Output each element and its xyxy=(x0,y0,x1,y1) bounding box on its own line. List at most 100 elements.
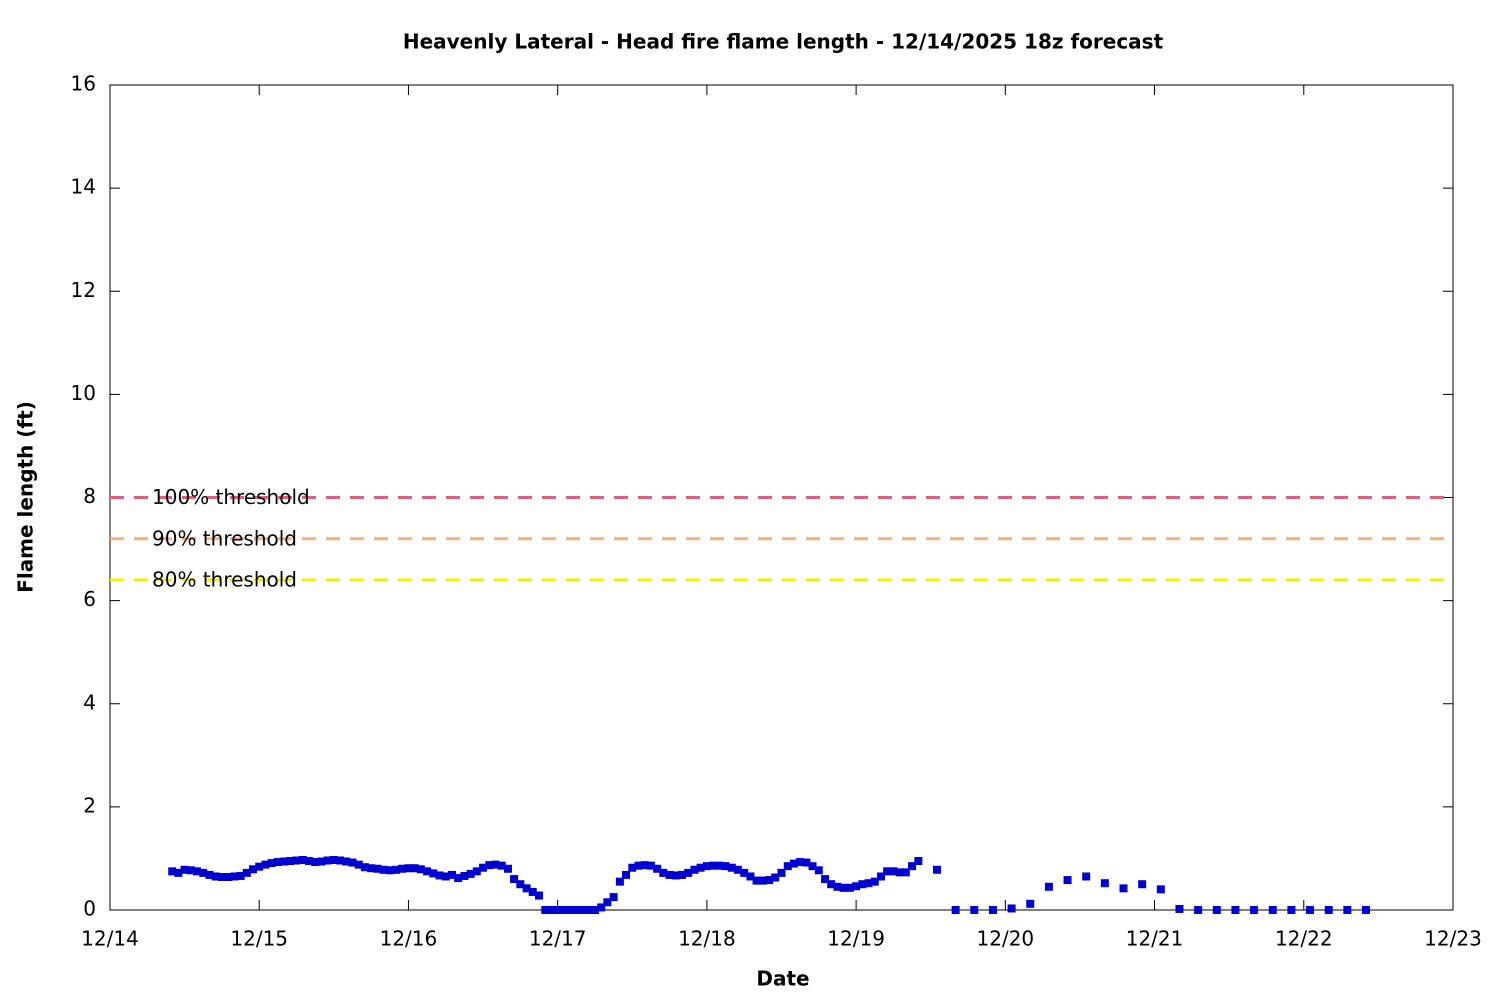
data-point xyxy=(839,883,848,892)
data-point xyxy=(864,879,873,888)
data-point xyxy=(615,877,624,886)
threshold-label: 80% threshold xyxy=(152,568,297,592)
data-point xyxy=(901,868,910,877)
x-tick-label: 12/14 xyxy=(81,927,139,951)
data-point xyxy=(174,868,183,877)
data-point xyxy=(572,906,581,914)
data-point xyxy=(528,887,537,896)
data-point xyxy=(566,906,575,914)
data-point xyxy=(789,859,798,868)
y-tick-label: 6 xyxy=(83,587,96,611)
x-tick-label: 12/17 xyxy=(529,927,587,951)
data-point xyxy=(367,864,376,873)
data-point xyxy=(211,872,220,881)
data-point xyxy=(336,856,345,865)
data-point xyxy=(777,868,786,877)
data-point xyxy=(559,906,568,914)
data-point xyxy=(323,856,332,865)
data-point xyxy=(659,868,668,877)
data-point xyxy=(485,861,494,870)
data-point xyxy=(696,863,705,872)
y-tick-label: 10 xyxy=(71,381,96,405)
data-point xyxy=(329,855,338,864)
data-point xyxy=(348,858,357,867)
data-point xyxy=(280,857,289,866)
data-point xyxy=(1026,899,1035,908)
data-point xyxy=(522,884,531,893)
data-point xyxy=(908,862,917,871)
data-point xyxy=(622,870,631,879)
data-point xyxy=(628,863,637,872)
data-point xyxy=(715,861,724,870)
data-point xyxy=(771,873,780,882)
data-point xyxy=(1044,882,1053,891)
data-point xyxy=(392,865,401,874)
data-point xyxy=(224,873,233,881)
data-point xyxy=(466,869,475,878)
y-tick-label: 8 xyxy=(83,484,96,508)
data-point xyxy=(640,861,649,870)
data-point xyxy=(404,864,413,873)
data-point xyxy=(541,906,550,914)
data-point xyxy=(423,867,432,876)
data-point xyxy=(273,858,282,867)
data-point xyxy=(1138,880,1147,889)
data-point xyxy=(852,882,861,891)
x-tick-label: 12/22 xyxy=(1275,927,1333,951)
x-tick-label: 12/16 xyxy=(380,927,438,951)
data-point xyxy=(503,864,512,873)
data-point xyxy=(1007,904,1016,913)
data-point xyxy=(510,875,519,884)
data-point xyxy=(460,871,469,880)
data-point xyxy=(472,867,481,876)
data-point xyxy=(889,867,898,876)
data-point xyxy=(298,855,307,864)
data-point xyxy=(435,871,444,880)
data-point xyxy=(385,866,394,875)
data-point xyxy=(603,898,612,907)
data-point xyxy=(1100,879,1109,888)
data-point xyxy=(255,862,264,871)
data-point xyxy=(1175,904,1184,913)
data-point xyxy=(870,877,879,886)
data-point xyxy=(932,865,941,874)
x-axis-label: Date xyxy=(756,967,809,991)
x-tick-label: 12/23 xyxy=(1424,927,1482,951)
data-point xyxy=(479,863,488,872)
threshold-label: 90% threshold xyxy=(152,526,297,550)
data-point xyxy=(497,861,506,870)
data-point xyxy=(677,870,686,879)
data-point xyxy=(951,906,960,914)
data-point xyxy=(733,865,742,874)
data-point xyxy=(429,869,438,878)
data-point xyxy=(796,858,805,867)
y-tick-label: 16 xyxy=(71,72,96,96)
data-point xyxy=(821,875,830,884)
data-point xyxy=(590,906,599,914)
data-point xyxy=(752,876,761,885)
data-point xyxy=(883,867,892,876)
y-tick-label: 0 xyxy=(83,897,96,921)
data-point xyxy=(317,857,326,866)
data-point xyxy=(304,857,313,866)
data-point xyxy=(199,868,208,877)
data-point xyxy=(746,872,755,881)
data-point xyxy=(547,906,556,914)
data-point xyxy=(597,903,606,912)
data-point xyxy=(286,857,295,866)
x-tick-label: 12/20 xyxy=(977,927,1035,951)
data-point xyxy=(808,862,817,871)
data-point xyxy=(671,871,680,880)
y-axis-label: Flame length (ft) xyxy=(14,401,38,593)
data-point xyxy=(1306,906,1315,914)
data-point xyxy=(311,858,320,867)
data-point xyxy=(410,864,419,873)
data-point xyxy=(1268,906,1277,914)
data-point xyxy=(578,906,587,914)
data-point xyxy=(1324,906,1333,914)
chart-title: Heavenly Lateral - Head fire flame lengt… xyxy=(403,30,1164,54)
x-tick-label: 12/19 xyxy=(827,927,885,951)
data-point xyxy=(1231,906,1240,914)
data-point xyxy=(1194,906,1203,914)
